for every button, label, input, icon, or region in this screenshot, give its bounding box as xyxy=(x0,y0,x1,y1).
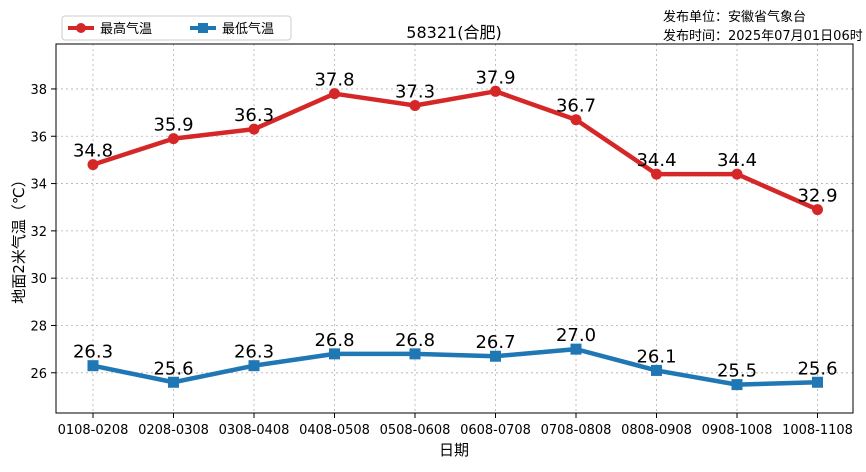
point-max-0308-0408 xyxy=(248,123,260,135)
legend: 最高气温 最低气温 xyxy=(61,15,292,41)
data-label-max-0908-1008: 34.4 xyxy=(717,150,757,171)
data-label-min-0608-0708: 26.7 xyxy=(475,332,515,353)
point-min-0208-0308 xyxy=(168,376,179,388)
data-label-max-1008-1108: 32.9 xyxy=(797,186,837,207)
point-max-0808-0908 xyxy=(651,168,662,180)
point-max-0908-1008 xyxy=(731,168,743,180)
x-tick-label-0508-0608: 0508-0608 xyxy=(380,423,451,438)
point-max-0708-0808 xyxy=(570,114,582,126)
data-label-min-0708-0808: 27.0 xyxy=(556,325,596,346)
x-tick-label-0108-0208: 0108-0208 xyxy=(58,423,129,438)
point-min-0808-0908 xyxy=(651,364,662,376)
legend-swatch-min-marker xyxy=(198,23,208,33)
data-label-max-0308-0408: 36.3 xyxy=(234,105,274,126)
y-axis-label: 地面2米气温（℃） xyxy=(10,172,28,303)
data-label-max-0208-0308: 35.9 xyxy=(153,115,193,136)
data-label-min-1008-1108: 25.6 xyxy=(797,358,837,379)
x-tick-label-0608-0708: 0608-0708 xyxy=(460,423,531,438)
y-tick-label-28: 28 xyxy=(30,319,47,334)
x-tick-label-0908-1008: 0908-1008 xyxy=(702,423,773,438)
data-label-max-0608-0708: 37.9 xyxy=(475,67,515,88)
y-tick-label-38: 38 xyxy=(30,83,47,98)
point-max-1008-1108 xyxy=(812,204,823,216)
point-max-0408-0508 xyxy=(329,88,340,100)
data-label-max-0708-0808: 36.7 xyxy=(556,96,596,117)
series-line-min xyxy=(90,346,820,387)
data-label-min-0408-0508: 26.8 xyxy=(314,330,354,351)
point-min-0508-0608 xyxy=(409,348,421,360)
legend-label-max: 最高气温 xyxy=(100,21,152,37)
y-tick-label-26: 26 xyxy=(30,367,47,382)
point-min-0708-0808 xyxy=(570,343,582,355)
legend-entry-min: 最低气温 xyxy=(190,21,274,37)
legend-entry-max: 最高气温 xyxy=(68,21,152,37)
point-max-0208-0308 xyxy=(168,133,179,145)
data-label-min-0508-0608: 26.8 xyxy=(395,330,435,351)
data-label-max-0408-0508: 37.8 xyxy=(314,70,354,91)
x-tick-label-0408-0508: 0408-0508 xyxy=(299,423,370,438)
data-label-min-0208-0308: 25.6 xyxy=(153,358,193,379)
legend-swatch-max-marker xyxy=(76,23,86,33)
x-tick-label-0308-0408: 0308-0408 xyxy=(219,423,290,438)
point-min-0908-1008 xyxy=(731,379,743,391)
y-tick-label-30: 30 xyxy=(30,272,47,287)
x-tick-label-0808-0908: 0808-0908 xyxy=(621,423,692,438)
data-label-min-0908-1008: 25.5 xyxy=(717,361,757,382)
point-min-1008-1108 xyxy=(812,376,823,388)
data-label-max-0808-0908: 34.4 xyxy=(636,150,676,171)
data-label-min-0108-0208: 26.3 xyxy=(73,342,113,363)
x-tick-label-0708-0808: 0708-0808 xyxy=(541,423,612,438)
series-line-max xyxy=(90,89,820,212)
point-max-0108-0208 xyxy=(87,159,99,171)
source-line-unit: 发布单位：安徽省气象台 xyxy=(663,9,806,25)
x-axis-label: 日期 xyxy=(439,441,469,459)
point-max-0608-0708 xyxy=(490,85,501,97)
point-min-0108-0208 xyxy=(87,360,99,372)
x-tick-label-1008-1108: 1008-1108 xyxy=(782,423,853,438)
plot-frame xyxy=(55,43,854,414)
y-tick-label-32: 32 xyxy=(30,225,47,240)
data-label-min-0808-0908: 26.1 xyxy=(636,346,676,367)
source-line-time: 发布时间：2025年07月01日06时 xyxy=(663,28,863,44)
data-label-max-0108-0208: 34.8 xyxy=(73,141,113,162)
data-label-min-0308-0408: 26.3 xyxy=(234,342,274,363)
data-label-max-0508-0608: 37.3 xyxy=(395,82,435,103)
legend-label-min: 最低气温 xyxy=(222,21,274,37)
point-min-0608-0708 xyxy=(490,350,501,362)
legend-box xyxy=(61,15,292,41)
point-max-0508-0608 xyxy=(409,100,421,111)
x-tick-label-0208-0308: 0208-0308 xyxy=(138,423,209,438)
y-tick-label-34: 34 xyxy=(30,178,47,193)
point-min-0408-0508 xyxy=(329,348,340,360)
point-min-0308-0408 xyxy=(248,360,260,372)
chart-title: 58321(合肥) xyxy=(406,23,501,42)
y-tick-label-36: 36 xyxy=(30,130,47,145)
